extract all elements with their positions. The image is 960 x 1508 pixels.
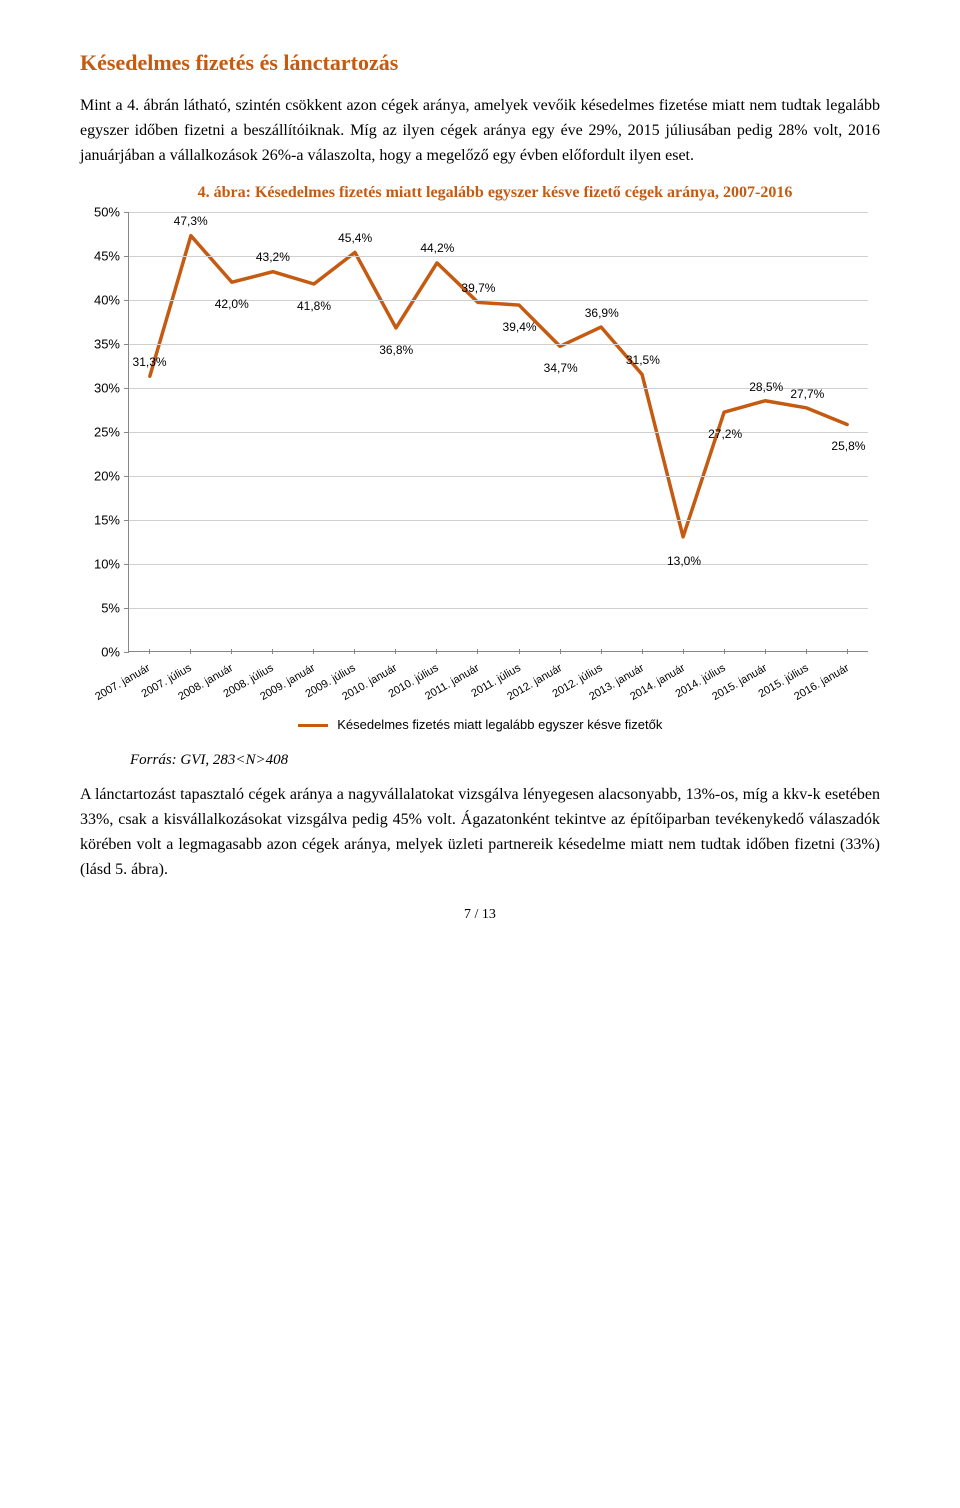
data-point-label: 36,9% [585,306,619,320]
page-number: 7 / 13 [80,907,880,923]
y-tick-label: 45% [94,249,120,264]
data-point-label: 47,3% [174,214,208,228]
chart-legend: Késedelmes fizetés miatt legalább egysze… [80,717,880,732]
y-tick-label: 40% [94,293,120,308]
y-tick-label: 10% [94,557,120,572]
data-point-label: 36,8% [379,343,413,357]
data-point-label: 45,4% [338,231,372,245]
y-tick-label: 25% [94,425,120,440]
data-point-label: 31,3% [133,355,167,369]
data-point-label: 13,0% [667,554,701,568]
data-point-label: 44,2% [420,241,454,255]
chart-title: 4. ábra: Késedelmes fizetés miatt legalá… [80,184,880,202]
y-axis: 0%5%10%15%20%25%30%35%40%45%50% [80,212,128,652]
data-point-label: 27,2% [708,427,742,441]
data-point-label: 31,5% [626,353,660,367]
data-point-label: 28,5% [749,380,783,394]
legend-swatch [298,724,328,727]
data-point-label: 27,7% [790,387,824,401]
data-point-label: 43,2% [256,250,290,264]
plot-area: 31,3% 47,3% 42,0% 43,2% 41,8% 45,4% 36,8% 44,2%… [128,212,868,652]
y-tick-label: 50% [94,205,120,220]
data-point-label: 39,4% [503,320,537,334]
y-tick-label: 0% [101,645,120,660]
data-point-label: 39,7% [461,281,495,295]
y-tick-label: 35% [94,337,120,352]
data-point-label: 41,8% [297,299,331,313]
paragraph-2: A lánctartozást tapasztaló cégek aránya … [80,783,880,882]
data-point-label: 42,0% [215,297,249,311]
y-tick-label: 30% [94,381,120,396]
section-title: Késedelmes fizetés és lánctartozás [80,50,880,76]
chart-container: 0%5%10%15%20%25%30%35%40%45%50% 31,3%47,… [80,212,880,732]
x-axis: 2007. január2007. július2008. január2008… [128,654,868,714]
data-point-label: 34,7% [544,361,578,375]
paragraph-1: Mint a 4. ábrán látható, szintén csökken… [80,94,880,168]
chart-source: Forrás: GVI, 283<N>408 [130,752,880,769]
y-tick-label: 20% [94,469,120,484]
y-tick-label: 5% [101,601,120,616]
y-tick-label: 15% [94,513,120,528]
data-point-label: 25,8% [831,439,865,453]
legend-label: Késedelmes fizetés miatt legalább egysze… [337,717,662,732]
